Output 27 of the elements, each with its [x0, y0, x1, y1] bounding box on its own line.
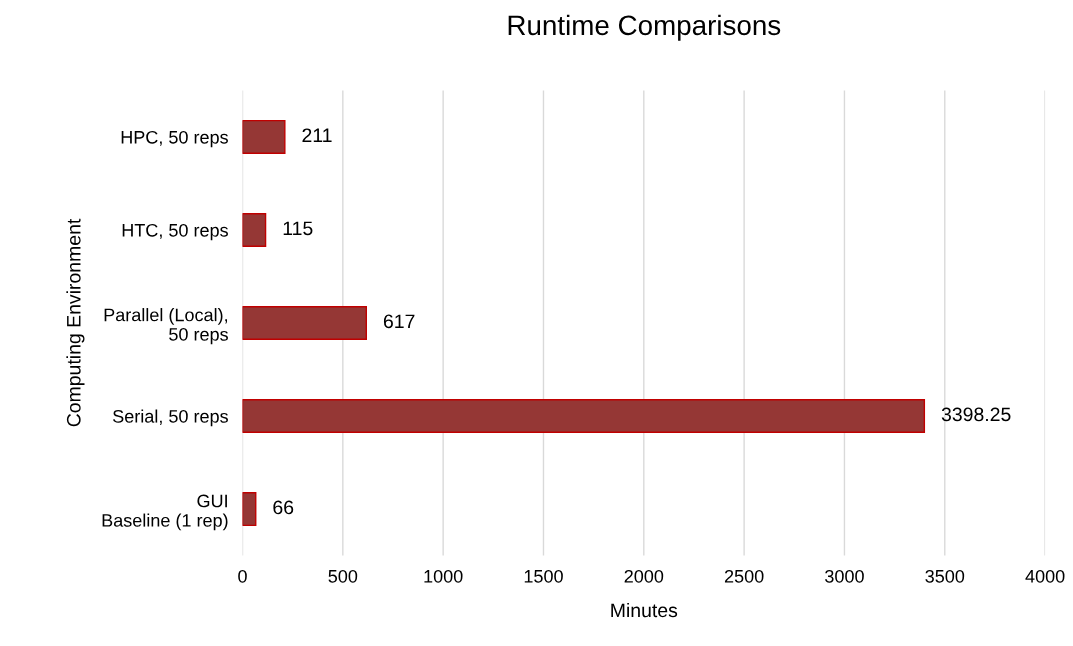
y-tick-label: Serial, 50 reps [113, 409, 228, 427]
bar [242, 306, 367, 340]
y-tick-label: Parallel (Local), 50 reps [104, 308, 228, 345]
x-tick-label: 1000 [424, 569, 463, 583]
data-label: 617 [383, 314, 415, 329]
y-axis-title: Computing Environment [66, 218, 85, 427]
bar [242, 399, 926, 433]
y-tick-label: HTC, 50 reps [122, 223, 228, 241]
data-label: 3398.25 [941, 407, 1011, 422]
x-tick-label: 3000 [825, 569, 864, 583]
data-label: 211 [302, 128, 332, 142]
x-tick-label: 2000 [624, 569, 664, 583]
x-tick-label: 3500 [925, 569, 965, 583]
x-tick-label: 1500 [524, 569, 563, 583]
y-tick-label: HPC, 50 reps [121, 130, 228, 148]
x-tick-label: 4000 [1025, 569, 1065, 583]
chart-title: Runtime Comparisons [508, 14, 781, 41]
x-axis-title: Minutes [611, 602, 678, 618]
x-tick-label: 0 [238, 569, 247, 583]
bar [242, 213, 267, 247]
bar [242, 492, 257, 527]
y-tick-label: GUI Baseline (1 rep) [102, 494, 228, 531]
x-tick-label: 500 [328, 569, 358, 583]
data-label: 115 [283, 221, 313, 236]
data-label: 66 [273, 500, 294, 515]
x-tick-label: 2500 [724, 569, 764, 583]
bar [242, 119, 286, 154]
